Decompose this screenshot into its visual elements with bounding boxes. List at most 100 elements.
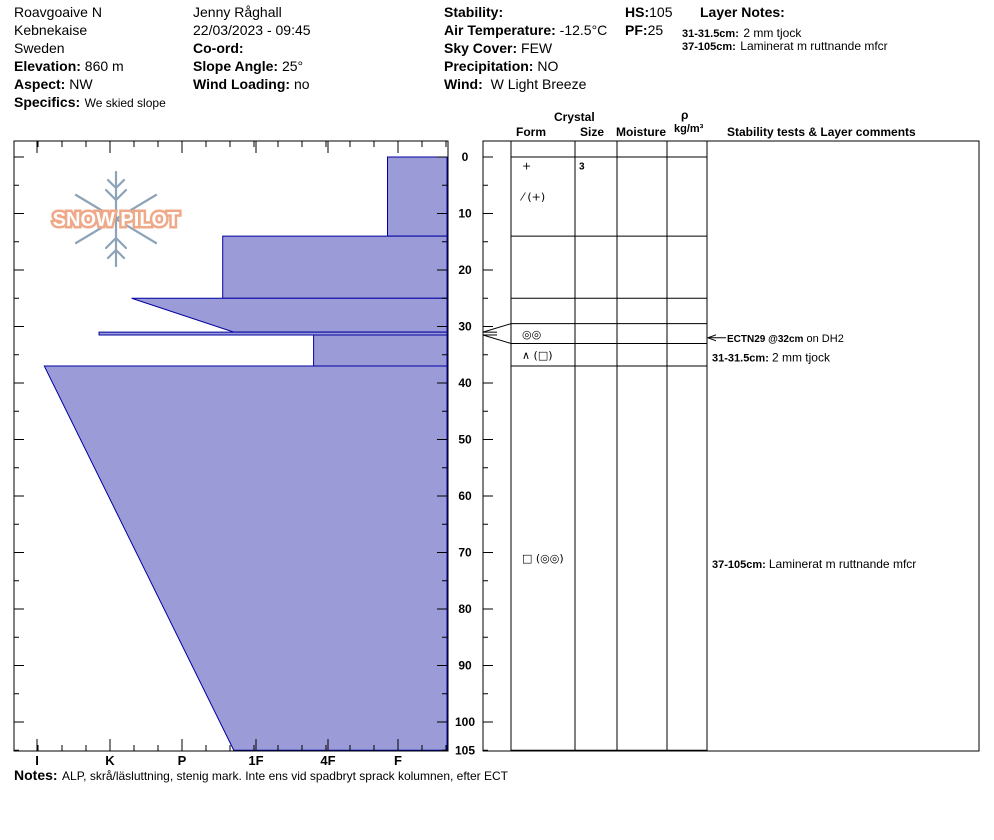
stability-label: Stability: — [444, 4, 504, 20]
depth-tick-label: 90 — [458, 659, 472, 673]
crystal-size-mark: 3 — [579, 161, 585, 172]
layer-note-text: Laminerat m ruttnande mfcr — [740, 39, 888, 53]
precip-row: Precipitation: NO — [444, 59, 558, 73]
moisture-heading: Moisture — [616, 125, 667, 139]
wind-row: Wind: W Light Breeze — [444, 77, 586, 91]
layer-note-range: 37-105cm: — [682, 41, 736, 53]
aspect-value: NW — [69, 76, 93, 92]
air-temp-row: Air Temperature: -12.5°C — [444, 23, 607, 37]
hardness-tick-label: 4F — [320, 753, 335, 768]
stability-heading: Stability tests & Layer comments — [727, 125, 916, 139]
wind-loading-value: no — [293, 76, 310, 92]
hardness-layer — [131, 297, 448, 333]
wind-label: Wind: — [444, 76, 483, 92]
layer-note-2: 37-105cm: Laminerat m ruttnande mfcr — [682, 38, 888, 54]
layer-comment: 31-31.5cm: 2 mm tjock — [712, 351, 831, 365]
aspect-label: Aspect: — [14, 76, 66, 92]
snowpilot-logo: SNOW PILOT — [36, 170, 196, 270]
pf-label: PF: — [625, 22, 648, 38]
rho-heading: ρ — [681, 108, 689, 122]
layer-note-1: 31-31.5cm: 2 mm tjock — [682, 25, 801, 41]
precip-value: NO — [537, 58, 559, 74]
location-name: Roavgoaive N — [14, 4, 102, 20]
layer-comment-text: 2 mm tjock — [772, 351, 831, 365]
logo-text: SNOW PILOT — [53, 209, 180, 231]
layer-connector — [482, 323, 512, 333]
hardness-layer — [43, 365, 448, 751]
depth-tick-label: 80 — [458, 602, 472, 616]
depth-tick-label: 60 — [458, 489, 472, 503]
depth-tick-label: 100 — [455, 715, 475, 729]
coord-label: Co-ord: — [193, 40, 244, 56]
slope-label: Slope Angle: — [193, 58, 279, 74]
hardness-tick-label: 1F — [248, 753, 263, 768]
layer-note-text: 2 mm tjock — [743, 26, 802, 40]
hardness-layer — [387, 156, 448, 237]
hardness-layer — [98, 331, 448, 336]
hardness-profile — [43, 156, 448, 751]
specifics-value: We skied slope — [84, 96, 166, 110]
depth-axis: 0 10 20 30 40 50 60 70 80 90 100 105 — [14, 150, 493, 757]
layer-note-range: 31-31.5cm: — [682, 28, 739, 40]
depth-tick-label: 105 — [455, 743, 475, 757]
form-heading: Form — [516, 125, 546, 139]
crystal-forms: +3 ⁄ (+) ◎◎ ∧ (□) □ (◎◎) — [519, 159, 585, 565]
grid-columns — [510, 141, 708, 751]
layer-comment-text: Laminerat m ruttnande mfcr — [769, 557, 916, 571]
hardness-layer — [313, 334, 448, 367]
hardness-tick-label: I — [35, 753, 39, 768]
hardness-tick-label: F — [394, 753, 402, 768]
hs-row: HS:105 — [625, 5, 672, 19]
layer-connector — [482, 334, 512, 344]
layer-comments: ECTN29 @32cm on DH2 31-31.5cm: 2 mm tjock… — [706, 333, 916, 571]
depth-tick-label: 50 — [458, 433, 472, 447]
size-heading: Size — [580, 125, 605, 139]
specifics-row: Specifics: We skied slope — [14, 95, 166, 111]
crystal-form-mark: ⁄ (+) — [519, 191, 545, 204]
layer-comment-range: 31-31.5cm: — [712, 353, 772, 365]
crystal-heading: Crystal — [554, 110, 595, 124]
observation-datetime: 22/03/2023 - 09:45 — [193, 22, 311, 38]
air-temp-value: -12.5°C — [559, 22, 608, 38]
layer-comment: 37-105cm: Laminerat m ruttnande mfcr — [712, 557, 916, 571]
wind-value: W Light Breeze — [490, 76, 587, 92]
specifics-label: Specifics: — [14, 94, 81, 110]
elevation-value: 860 m — [84, 58, 124, 74]
crystal-form-mark: □ (◎◎) — [522, 552, 564, 565]
notes-label: Notes: — [14, 767, 58, 783]
wind-loading-label: Wind Loading: — [193, 76, 291, 92]
depth-tick-label: 20 — [458, 263, 472, 277]
stability-test-text: on DH2 — [803, 333, 843, 345]
layer-comment-range: 37-105cm: — [712, 559, 769, 571]
depth-tick-label: 70 — [458, 546, 472, 560]
density-unit-heading: kg/m³ — [674, 123, 704, 135]
stability-test-code: ECTN29 @32cm — [727, 334, 804, 345]
slope-value: 25° — [281, 58, 304, 74]
stability-test-label: ECTN29 @32cm on DH2 — [727, 333, 844, 345]
hs-value: 105 — [649, 4, 673, 20]
hardness-tick-label: P — [178, 753, 187, 768]
observer-name: Jenny Råghall — [193, 4, 282, 20]
crystal-form-mark: ◎◎ — [522, 328, 541, 341]
country-name: Sweden — [14, 40, 65, 56]
hardness-layer — [222, 235, 448, 299]
pf-value: 25 — [647, 22, 664, 38]
slope-row: Slope Angle: 25° — [193, 59, 303, 73]
sky-label: Sky Cover: — [444, 40, 518, 56]
sky-row: Sky Cover: FEW — [444, 41, 552, 55]
air-temp-label: Air Temperature: — [444, 22, 556, 38]
depth-tick-label: 30 — [458, 320, 472, 334]
elevation-label: Elevation: — [14, 58, 81, 74]
pf-row: PF:25 — [625, 23, 663, 37]
layer-notes-title: Layer Notes: — [700, 4, 785, 20]
precip-label: Precipitation: — [444, 58, 534, 74]
depth-tick-label: 0 — [462, 150, 469, 164]
crystal-form-mark: ∧ (□) — [522, 349, 553, 362]
crystal-form-mark: + — [522, 159, 531, 172]
arrow-head-icon — [706, 334, 717, 342]
hardness-tick-label: K — [105, 753, 115, 768]
notes-text: ALP, skrå/läsluttning, stenig mark. Inte… — [62, 769, 509, 783]
region-name: Kebnekaise — [14, 22, 88, 38]
hardness-plot-frame — [13, 140, 449, 752]
